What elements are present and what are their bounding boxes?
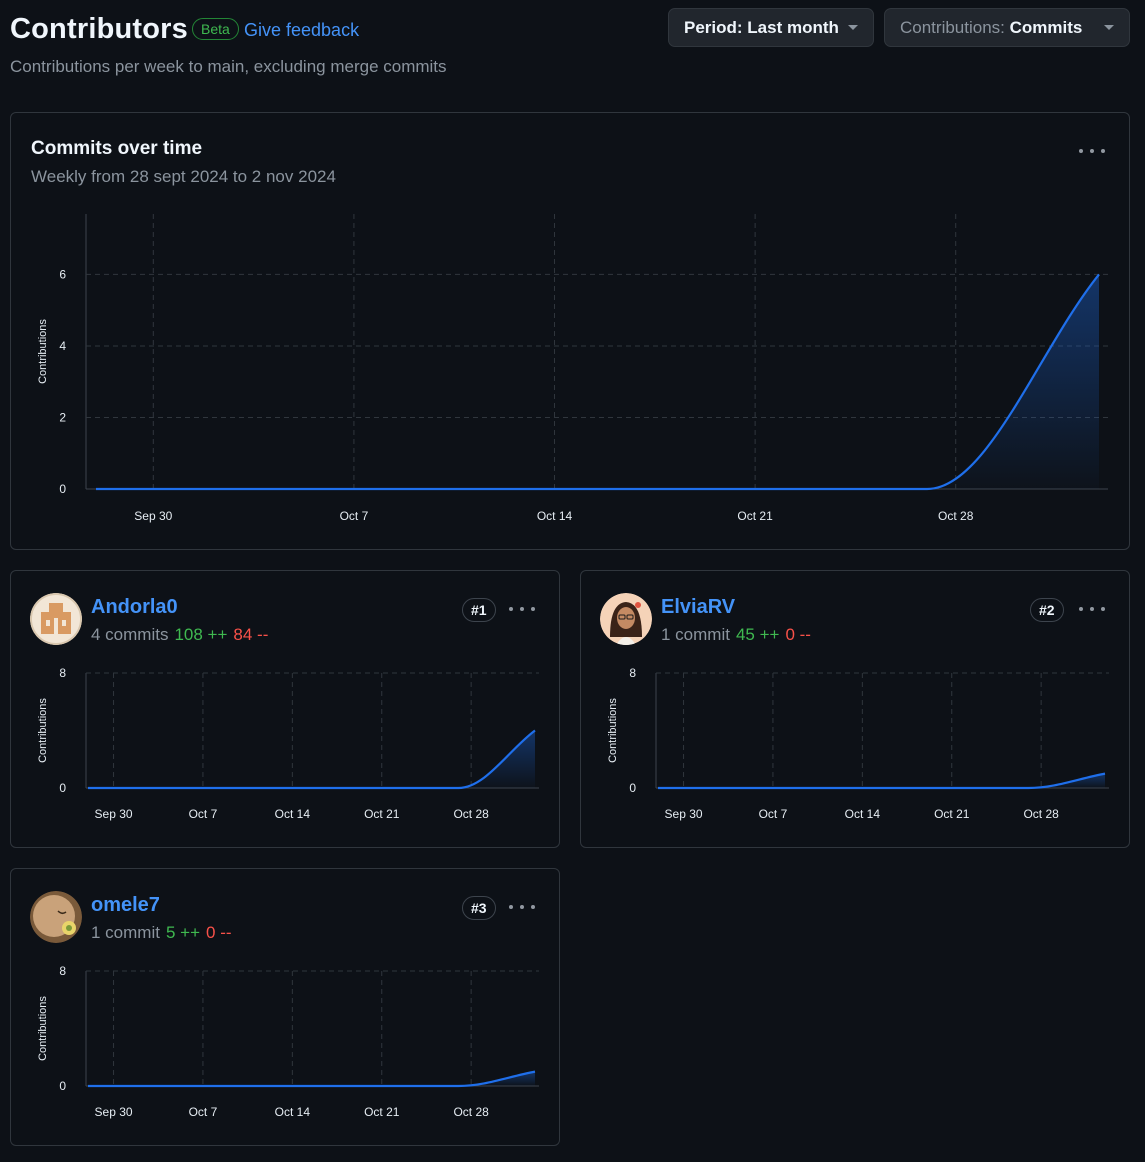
x-tick-label: Oct 14 [845,807,881,821]
series-line [658,772,1106,790]
contributor-stats: 1 commit 5 ++ 0 -- [91,923,232,943]
x-tick-label: Oct 7 [189,1105,218,1119]
chart-title: Commits over time [31,138,203,159]
kebab-horizontal-icon[interactable] [509,897,535,917]
commit-count: 1 commit [91,923,160,942]
commit-count: 4 commits [91,625,169,644]
y-tick-label: 0 [59,1079,66,1093]
additions-count: 5 ++ [165,923,201,942]
contributor-card: Andorla0 4 commits 108 ++ 84 -- #1 0 8 Sep 3… [10,570,560,848]
avatar-icon[interactable] [30,593,82,645]
y-tick-label: 0 [59,482,66,496]
x-tick-label: Oct 28 [453,1105,489,1119]
commit-count: 1 commit [661,625,730,644]
contributor-area-chart: 0 8 Sep 30 Oct 7 Oct 14 Oct 21 Oct 28 Contribut… [607,666,1109,821]
additions-count: 45 ++ [735,625,780,644]
x-tick-label: Oct 21 [364,1105,400,1119]
y-tick-label: 0 [629,781,636,795]
x-tick-label: Oct 7 [759,807,788,821]
commits-over-time-card: Commits over time Weekly from 28 sept 20… [10,112,1130,550]
commits-area-chart: 0 2 4 6 Sep 30 Oct 7 Oct 14 Oct 21 Oct 28 Contrib… [37,214,1108,523]
period-dropdown-value: Last month [747,17,839,37]
x-tick-label: Oct 14 [275,807,311,821]
x-tick-label: Oct 14 [537,509,573,523]
contributor-name-link[interactable]: ElviaRV [661,596,736,618]
chart-subtitle: Weekly from 28 sept 2024 to 2 nov 2024 [31,167,336,186]
series-area [88,730,535,788]
x-tick-label: Oct 28 [1023,807,1059,821]
contributor-stats: 4 commits 108 ++ 84 -- [91,625,268,645]
x-tick-label: Oct 7 [189,807,218,821]
contributor-name-link[interactable]: Andorla0 [91,596,178,618]
rank-badge: #3 [462,896,496,920]
caret-down-icon [848,25,858,30]
contributions-dropdown-key: Contributions: [900,17,1005,37]
additions-count: 108 ++ [174,625,228,644]
avatar-icon[interactable] [600,593,652,645]
contributor-name-link[interactable]: omele7 [91,894,160,916]
y-axis-label: Contributions [37,996,49,1061]
y-axis-label: Contributions [37,698,49,763]
contributor-area-chart: 0 8 Sep 30 Oct 7 Oct 14 Oct 21 Oct 28 Contribut… [37,666,539,821]
series-line [88,729,536,790]
y-tick-label: 8 [59,964,66,978]
x-tick-label: Oct 21 [364,807,400,821]
y-tick-label: 2 [59,410,66,424]
series-area [658,773,1105,788]
x-tick-label: Oct 7 [340,509,369,523]
series-line [96,273,1100,491]
avatar-icon[interactable] [30,891,82,943]
rank-badge: #2 [1030,598,1064,622]
contributor-card: omele7 1 commit 5 ++ 0 -- #3 0 8 Sep 30 Oct 7… [10,868,560,1146]
period-dropdown[interactable]: Period: Last month [668,8,874,47]
y-axis-label: Contributions [607,698,619,763]
page-subtitle: Contributions per week to main, excludin… [10,57,447,76]
kebab-horizontal-icon[interactable] [1079,141,1105,161]
series-area [88,1071,535,1086]
x-tick-label: Oct 21 [737,509,773,523]
y-tick-label: 0 [59,781,66,795]
series-line [88,1070,536,1088]
x-tick-label: Oct 21 [934,807,970,821]
rank-badge: #1 [462,598,496,622]
series-area [96,274,1099,489]
deletions-count: 84 -- [233,625,269,644]
contributor-card: ElviaRV 1 commit 45 ++ 0 -- #2 0 8 Sep 30 Oct… [580,570,1130,848]
period-dropdown-key: Period: [684,17,743,37]
deletions-count: 0 -- [785,625,811,644]
x-tick-label: Oct 14 [275,1105,311,1119]
x-tick-label: Oct 28 [938,509,974,523]
y-axis-label: Contributions [37,319,49,384]
contributor-stats: 1 commit 45 ++ 0 -- [661,625,811,645]
contributions-dropdown[interactable]: Contributions: Commits [884,8,1130,47]
y-tick-label: 6 [59,267,66,281]
y-tick-label: 8 [629,666,636,680]
kebab-horizontal-icon[interactable] [509,599,535,619]
y-tick-label: 4 [59,339,66,353]
x-tick-label: Sep 30 [95,807,133,821]
deletions-count: 0 -- [206,923,232,942]
x-tick-label: Sep 30 [95,1105,133,1119]
contributor-area-chart: 0 8 Sep 30 Oct 7 Oct 14 Oct 21 Oct 28 Contribut… [37,964,539,1119]
page-title: Contributors [10,13,188,45]
y-tick-label: 8 [59,666,66,680]
caret-down-icon [1104,25,1114,30]
beta-badge: Beta [192,18,239,40]
x-tick-label: Sep 30 [134,509,172,523]
give-feedback-link[interactable]: Give feedback [244,20,360,40]
kebab-horizontal-icon[interactable] [1079,599,1105,619]
contributions-dropdown-value: Commits [1009,17,1083,37]
x-tick-label: Oct 28 [453,807,489,821]
x-tick-label: Sep 30 [665,807,703,821]
